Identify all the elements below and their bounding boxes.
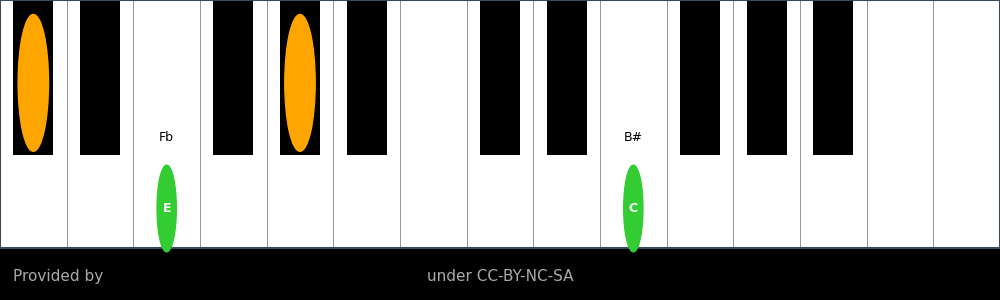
Bar: [200, 0, 267, 248]
Bar: [680, 0, 720, 155]
Bar: [13, 0, 53, 155]
Bar: [800, 0, 867, 248]
Bar: [533, 0, 600, 248]
Circle shape: [285, 14, 315, 151]
Text: B#: B#: [624, 130, 643, 143]
Bar: [813, 0, 853, 155]
Text: E: E: [162, 202, 171, 215]
Circle shape: [157, 165, 176, 252]
Bar: [80, 0, 120, 155]
Text: C: C: [629, 202, 638, 215]
Bar: [747, 0, 787, 155]
Bar: [867, 0, 933, 248]
Bar: [547, 0, 587, 155]
Bar: [600, 0, 667, 248]
Bar: [347, 0, 387, 155]
Bar: [480, 0, 520, 155]
Text: C#: C#: [24, 37, 43, 50]
Text: Ab: Ab: [292, 66, 308, 79]
Bar: [133, 0, 200, 248]
Bar: [467, 0, 533, 248]
Circle shape: [624, 165, 643, 252]
Bar: [933, 0, 1000, 248]
Bar: [333, 0, 400, 248]
Bar: [267, 0, 333, 248]
Text: under CC-BY-NC-SA: under CC-BY-NC-SA: [427, 269, 573, 284]
Circle shape: [18, 14, 49, 151]
Text: Fb: Fb: [159, 130, 174, 143]
Text: Db: Db: [25, 66, 42, 79]
Bar: [0, 0, 67, 248]
Bar: [280, 0, 320, 155]
Bar: [667, 0, 733, 248]
Bar: [733, 0, 800, 248]
Text: Provided by: Provided by: [13, 269, 104, 284]
Bar: [213, 0, 253, 155]
Bar: [0, 0, 1000, 248]
Bar: [67, 0, 133, 248]
Bar: [400, 0, 467, 248]
Text: G#: G#: [290, 37, 310, 50]
